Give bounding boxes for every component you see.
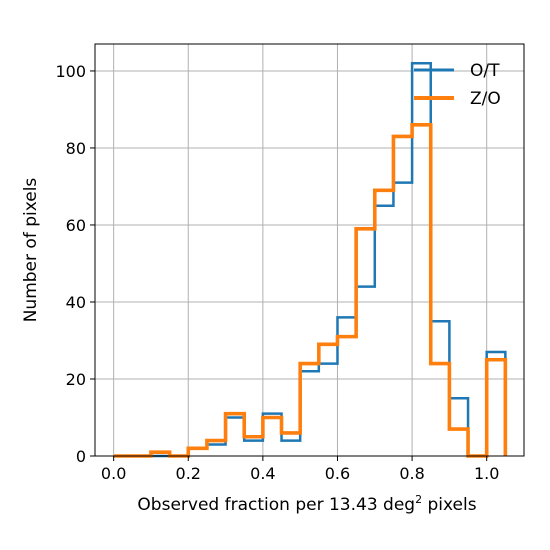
- y-tick-label: 0: [76, 447, 86, 466]
- histogram-step-ot: [113, 62, 507, 458]
- x-tick-label: 0.0: [101, 464, 126, 483]
- series-layer: [113, 62, 508, 458]
- x-tick-label: 0.6: [325, 464, 350, 483]
- y-tick-label: 20: [66, 370, 86, 389]
- legend: O/T Z/O: [414, 61, 501, 109]
- histogram-step-zo: [113, 123, 508, 458]
- y-tick-label: 60: [66, 216, 86, 235]
- x-axis-label: Observed fraction per 13.43 deg2 pixels: [137, 493, 476, 515]
- y-axis: 0 20 40 60 80 100: [55, 62, 95, 466]
- x-axis: 0.0 0.2 0.4 0.6 0.8 1.0: [101, 456, 499, 483]
- x-tick-label: 0.2: [176, 464, 201, 483]
- y-tick-label: 100: [55, 62, 86, 81]
- y-tick-label: 80: [66, 139, 86, 158]
- y-tick-label: 40: [66, 293, 86, 312]
- x-tick-label: 0.8: [399, 464, 424, 483]
- legend-label-ot: O/T: [470, 61, 500, 81]
- legend-label-zo: Z/O: [470, 89, 501, 109]
- plot-frame: [94, 43, 525, 457]
- grid: [95, 44, 524, 457]
- x-tick-label: 1.0: [474, 464, 499, 483]
- y-axis-label: Number of pixels: [21, 178, 41, 323]
- x-tick-label: 0.4: [250, 464, 275, 483]
